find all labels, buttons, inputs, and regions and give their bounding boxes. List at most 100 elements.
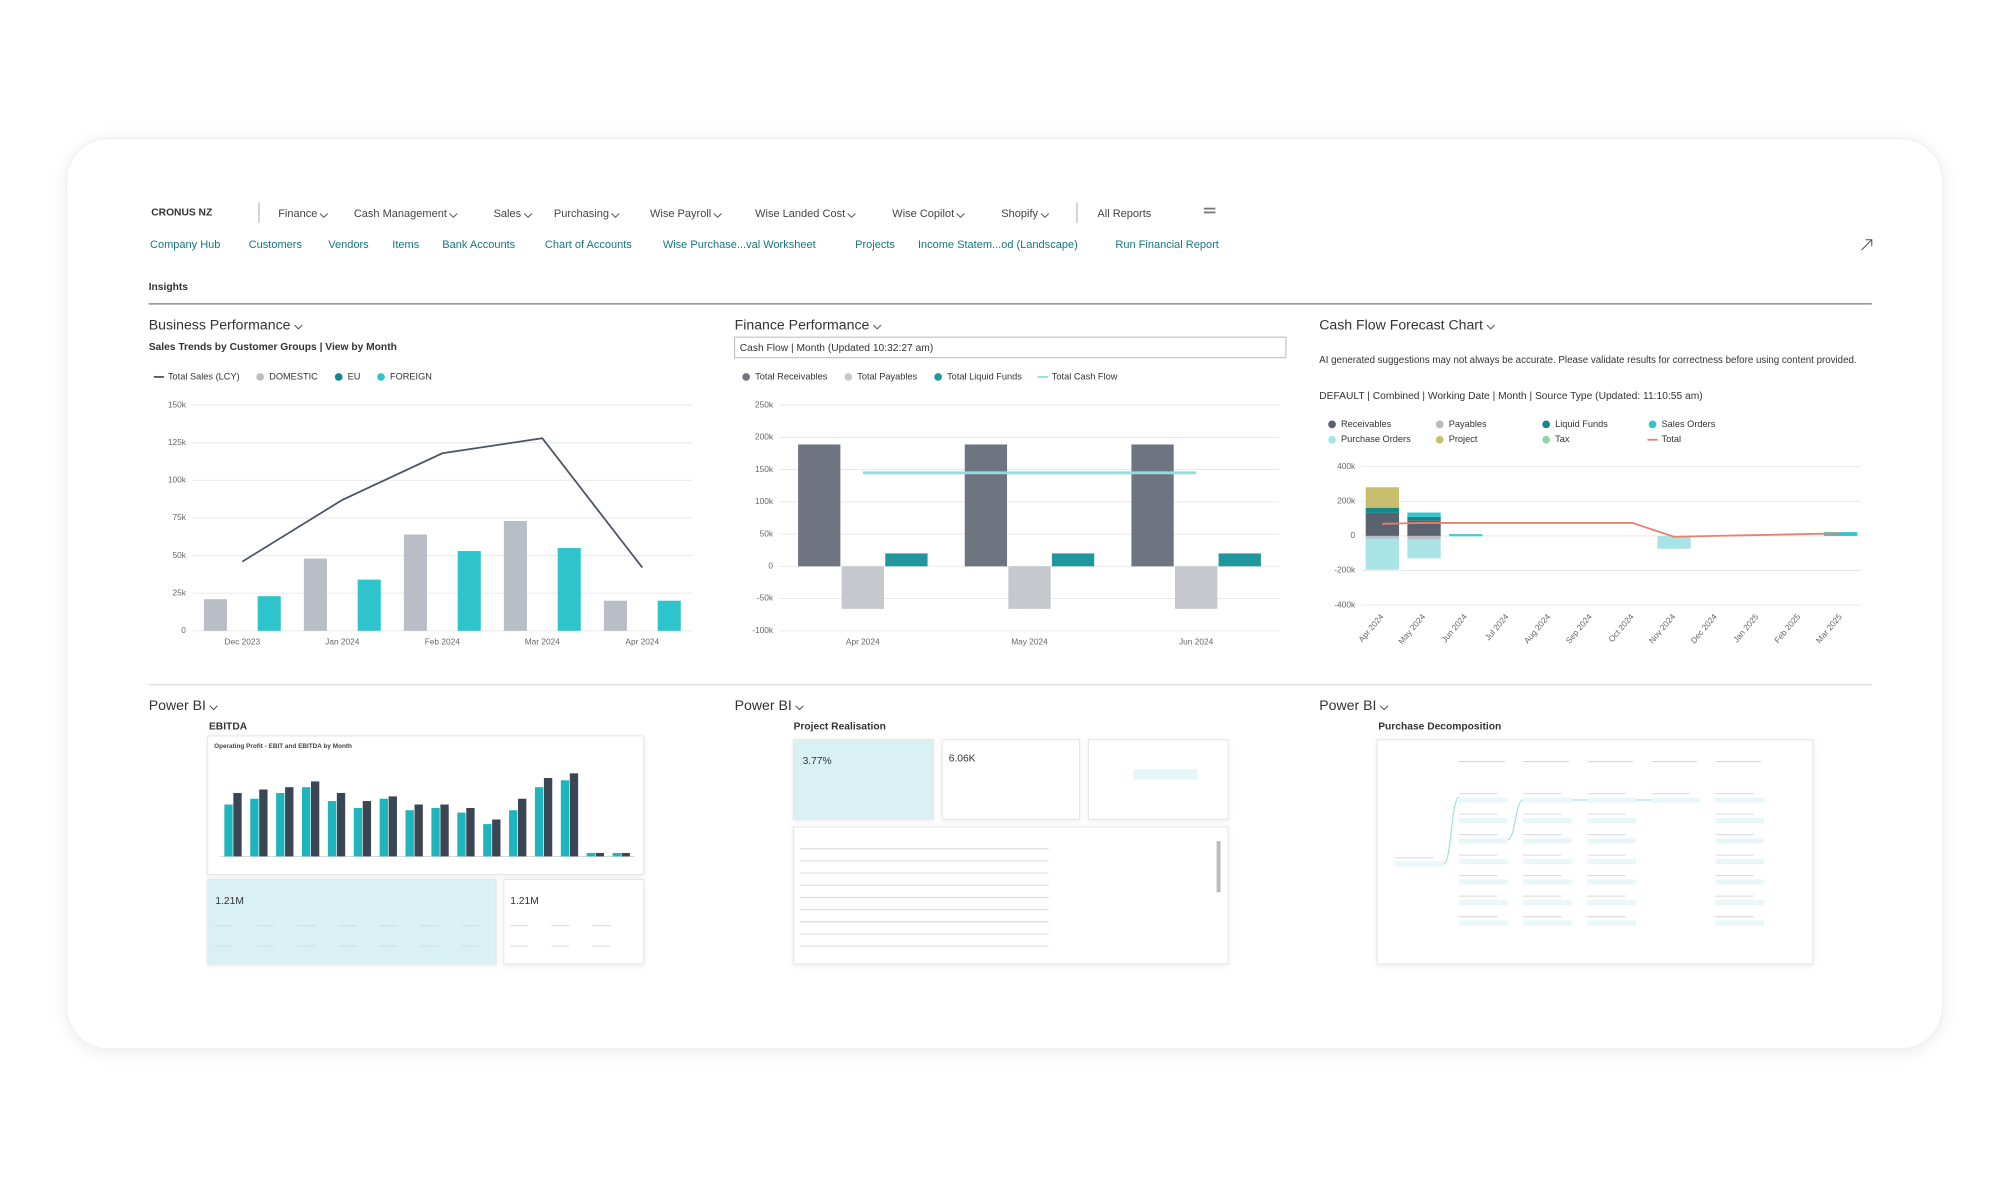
nav-link[interactable]: Wise Purchase...val Worksheet xyxy=(663,239,816,251)
nav-menu[interactable]: Sales xyxy=(494,208,522,220)
y-tick-label: -100k xyxy=(752,625,774,635)
bar xyxy=(1175,566,1218,609)
y-tick-label: 125k xyxy=(168,437,187,447)
filter-box[interactable] xyxy=(734,336,1287,359)
node-outline xyxy=(1715,858,1765,865)
legend-label[interactable]: Project xyxy=(1449,434,1478,444)
nav-link[interactable]: Company Hub xyxy=(150,239,220,251)
legend-marker xyxy=(1435,435,1444,444)
grid-menu-icon[interactable] xyxy=(1203,207,1216,214)
nav-link[interactable]: Projects xyxy=(855,239,895,251)
panel-subtitle: DEFAULT | Combined | Working Date | Mont… xyxy=(1319,391,1702,402)
nav-menu[interactable]: Finance xyxy=(278,208,317,220)
expand-icon[interactable] xyxy=(1861,239,1873,251)
legend-label[interactable]: Receivables xyxy=(1341,419,1392,429)
legend-label[interactable]: Total xyxy=(1662,434,1681,444)
node-outline xyxy=(1651,797,1700,803)
bar xyxy=(1449,535,1483,537)
nav-link[interactable]: Chart of Accounts xyxy=(545,239,632,251)
panel-subtitle[interactable]: Sales Trends by Customer Groups | View b… xyxy=(149,342,397,353)
ai-note: AI generated suggestions may not always … xyxy=(1319,353,1857,366)
tile xyxy=(207,878,497,965)
bar xyxy=(303,558,327,631)
panel-title[interactable]: Power BI xyxy=(149,697,206,713)
nav-menu[interactable]: Shopify xyxy=(1001,208,1038,220)
nav-link[interactable]: Vendors xyxy=(328,239,369,251)
tile xyxy=(793,739,934,820)
legend-marker xyxy=(1542,435,1550,444)
legend-label[interactable]: Sales Orders xyxy=(1662,419,1716,429)
bar xyxy=(1365,507,1400,513)
x-tick-label: Jun 2024 xyxy=(1179,637,1214,647)
legend-label[interactable]: Total Payables xyxy=(857,371,917,381)
bar xyxy=(1365,512,1400,536)
chevron xyxy=(1486,324,1495,330)
panel-title[interactable]: Power BI xyxy=(1319,697,1376,713)
panel-title[interactable]: Finance Performance xyxy=(735,316,870,332)
nav-menu[interactable]: Purchasing xyxy=(554,208,609,220)
nav-menu[interactable]: Wise Payroll xyxy=(650,208,711,220)
legend-label[interactable]: DOMESTIC xyxy=(269,371,318,381)
tile xyxy=(1376,739,1814,965)
x-tick-label: Dec 2023 xyxy=(224,637,260,647)
bar xyxy=(403,534,427,631)
report-title: Purchase Decomposition xyxy=(1378,722,1501,733)
bar xyxy=(885,553,928,567)
all-reports[interactable]: All Reports xyxy=(1097,208,1151,220)
legend-label[interactable]: Total Liquid Funds xyxy=(947,371,1022,381)
bar xyxy=(1407,520,1441,536)
nav-link[interactable]: Income Statem...od (Landscape) xyxy=(918,239,1078,251)
node-outline xyxy=(1458,879,1508,885)
legend-label[interactable]: Total Cash Flow xyxy=(1052,371,1118,381)
bar xyxy=(259,789,268,857)
legend-label[interactable]: Purchase Orders xyxy=(1341,434,1411,444)
kpi-value: 1.21M xyxy=(510,896,539,907)
nav-link[interactable]: Customers xyxy=(249,239,303,251)
chevron xyxy=(956,213,965,219)
y-tick-label: 0 xyxy=(1350,530,1355,540)
legend-label[interactable]: Total Receivables xyxy=(755,371,828,381)
tile xyxy=(941,739,1081,820)
visual-title: Operating Profit - EBIT and EBITDA by Mo… xyxy=(214,743,352,750)
nav-link[interactable]: Items xyxy=(392,239,419,251)
panel-title[interactable]: Cash Flow Forecast Chart xyxy=(1319,316,1483,332)
legend-label[interactable]: FOREIGN xyxy=(390,371,432,381)
bar xyxy=(257,596,281,631)
panel-title[interactable]: Power BI xyxy=(735,697,792,713)
report-title: EBITDA xyxy=(209,722,248,733)
legend-marker xyxy=(334,373,343,381)
legend-label[interactable]: Total Sales (LCY) xyxy=(168,371,240,381)
node-outline xyxy=(1523,900,1572,906)
bar xyxy=(233,792,242,857)
legend-label[interactable]: Payables xyxy=(1449,419,1487,429)
legend-label[interactable]: Liquid Funds xyxy=(1555,419,1608,429)
bar xyxy=(414,804,423,857)
nav-link[interactable]: Run Financial Report xyxy=(1115,239,1218,251)
node-outline xyxy=(1715,797,1765,803)
legend-marker xyxy=(742,373,750,381)
bar xyxy=(353,807,363,857)
bar xyxy=(595,852,605,857)
bar xyxy=(1449,534,1483,536)
legend-label[interactable]: EU xyxy=(348,371,361,381)
bar xyxy=(483,824,492,857)
legend-marker xyxy=(1648,420,1657,429)
nav-menu[interactable]: Wise Landed Cost xyxy=(755,208,845,220)
y-tick-label: 25k xyxy=(172,587,186,597)
series-line xyxy=(241,437,644,569)
nav-menu[interactable]: Cash Management xyxy=(354,208,447,220)
bar xyxy=(466,807,475,857)
panel-title[interactable]: Business Performance xyxy=(149,316,291,332)
company-name[interactable]: CRONUS NZ xyxy=(151,208,212,219)
nav-menu[interactable]: Wise Copilot xyxy=(892,208,954,220)
bar xyxy=(543,777,553,857)
bar xyxy=(276,792,285,857)
legend-label[interactable]: Tax xyxy=(1555,434,1570,444)
bar xyxy=(336,792,346,857)
nav-link[interactable]: Bank Accounts xyxy=(442,239,515,251)
bar xyxy=(405,810,414,857)
chevron xyxy=(872,324,882,330)
x-tick-label: Mar 2024 xyxy=(525,637,561,647)
node-outline xyxy=(1458,817,1508,824)
y-tick-label: 0 xyxy=(181,625,186,635)
